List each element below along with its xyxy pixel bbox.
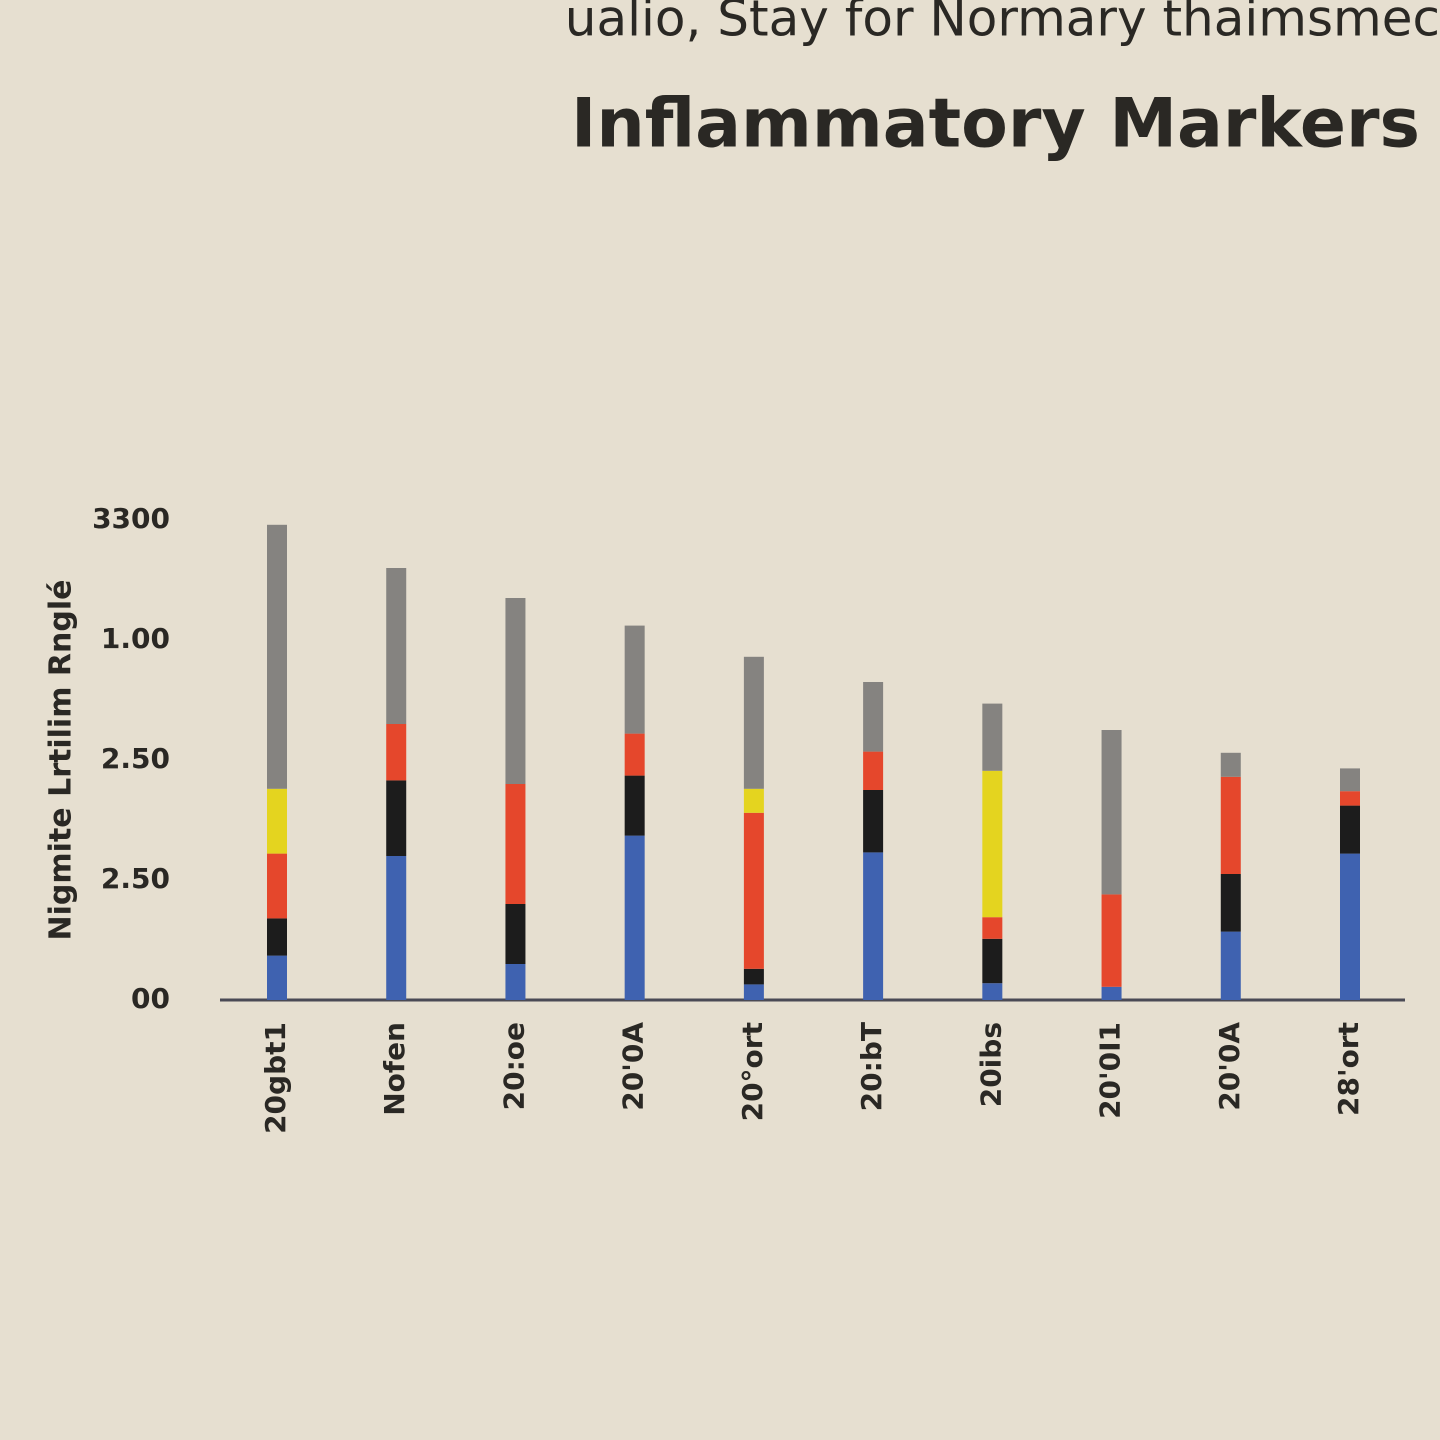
bar-segment: [624, 733, 645, 776]
bar-segment: [1340, 768, 1360, 792]
x-tick-label: 28'ort: [1332, 1022, 1365, 1116]
bar-segment: [505, 598, 526, 784]
bar-segment: [386, 780, 407, 856]
bar-segment: [743, 968, 764, 985]
bar-segment: [624, 835, 645, 1000]
bar-segment: [982, 938, 1003, 984]
bar-segment: [1220, 931, 1241, 1000]
x-tick-label: 20'0I1: [1094, 1022, 1127, 1119]
bar-segment: [982, 703, 1003, 771]
x-tick-label: 20:oe: [497, 1022, 530, 1110]
bar-segment: [267, 918, 287, 956]
y-tick-label: 1.00: [101, 622, 170, 655]
bar-segment: [1220, 874, 1241, 932]
bar-segment: [267, 853, 287, 919]
bar-segment: [743, 812, 764, 969]
y-tick-label: 2.50: [101, 742, 170, 775]
bar-segment: [1340, 853, 1360, 1000]
bar-segment: [505, 964, 526, 1000]
x-tick-label: 20ibs: [974, 1022, 1007, 1107]
bar-segment: [982, 770, 1003, 918]
y-tick-label: 00: [131, 982, 170, 1015]
y-tick-label: 2.50: [101, 862, 170, 895]
x-tick-label: 20'0A: [1213, 1022, 1246, 1111]
bar-segment: [982, 983, 1003, 1000]
bar-segment: [1220, 776, 1241, 874]
bar-segment: [505, 784, 526, 904]
bar-segment: [982, 917, 1003, 939]
x-tick-label: 20'0A: [617, 1022, 650, 1111]
bar-segment: [386, 856, 407, 1000]
bar-segment: [1101, 730, 1122, 895]
bar-segment: [1340, 791, 1360, 806]
bar-segment: [1101, 894, 1122, 987]
bar-segment: [624, 775, 645, 836]
bar-segment: [386, 568, 407, 724]
bar-segment: [267, 524, 287, 789]
bar-segment: [743, 656, 764, 789]
bar-segment: [1101, 986, 1122, 1000]
bar-segment: [863, 751, 884, 790]
bar-segment: [505, 904, 526, 964]
x-tick-label: Nofen: [378, 1022, 411, 1116]
bar-segment: [863, 682, 884, 752]
chart-title: Inflammatory Markers: [571, 85, 1420, 164]
bar-segment: [743, 984, 764, 1000]
y-tick-label: 3300: [92, 502, 170, 535]
bar-segment: [863, 790, 884, 853]
bar-segment: [624, 625, 645, 734]
bar-segment: [267, 955, 287, 1000]
x-tick-label: 20°ort: [736, 1022, 769, 1121]
y-axis-label: Nigmite Lrtilim Rnglé: [44, 580, 79, 941]
bar-segment: [386, 724, 407, 781]
bar-segment: [863, 852, 884, 1000]
x-tick-label: 20gbt1: [259, 1022, 292, 1134]
bar-segment: [1340, 805, 1360, 854]
chart-subtitle: ualio, Stay for Normary thaimsmec: [565, 0, 1440, 48]
x-tick-label: 20:bT: [855, 1022, 888, 1111]
bar-segment: [267, 788, 287, 854]
bar-segment: [743, 788, 764, 813]
bar-segment: [1220, 752, 1241, 777]
